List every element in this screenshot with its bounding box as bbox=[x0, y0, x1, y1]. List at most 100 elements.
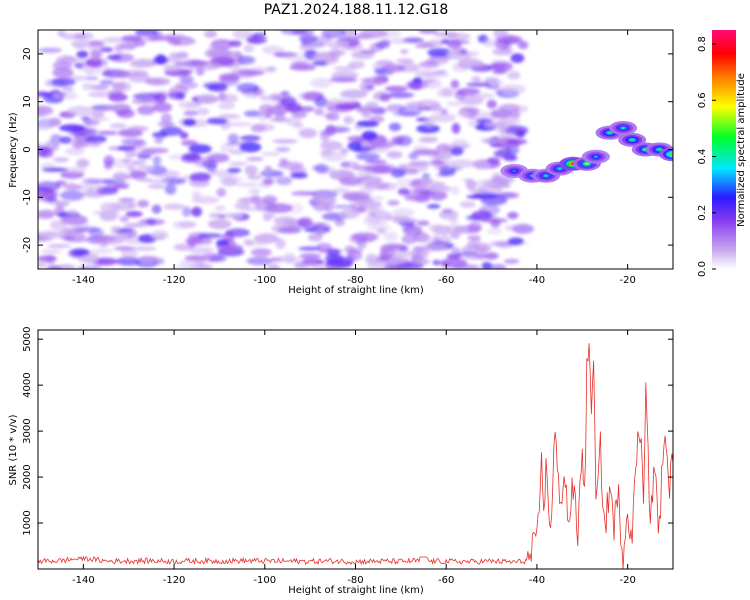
heatmap-noise-blob bbox=[440, 108, 448, 115]
heatmap-noise-blob bbox=[135, 30, 158, 37]
heatmap-noise-blob bbox=[298, 246, 322, 251]
y-tick-label: 0 bbox=[22, 146, 33, 152]
heatmap-noise-blob bbox=[366, 224, 392, 231]
heatmap-noise-blob bbox=[297, 190, 306, 196]
heatmap-noise-blob bbox=[265, 203, 293, 214]
heatmap-noise-blob bbox=[229, 149, 247, 155]
heatmap-noise-blob bbox=[196, 107, 210, 116]
heatmap-noise-blob bbox=[75, 140, 89, 149]
heatmap-noise-blob bbox=[152, 30, 163, 37]
heatmap-noise-blob bbox=[465, 179, 476, 190]
heatmap-noise-blob bbox=[415, 259, 430, 265]
heatmap-noise-blob bbox=[356, 120, 379, 128]
heatmap-noise-blob bbox=[84, 57, 108, 68]
heatmap-noise-blob bbox=[400, 49, 409, 54]
heatmap-noise-blob bbox=[420, 177, 431, 186]
heatmap-noise-blob bbox=[190, 60, 210, 66]
heatmap-noise-blob bbox=[197, 93, 218, 105]
heatmap-noise-blob bbox=[181, 140, 198, 146]
heatmap-noise-blob bbox=[152, 155, 162, 166]
heatmap-noise-blob bbox=[472, 92, 495, 100]
y-tick-label: 20 bbox=[22, 48, 33, 61]
x-tick-label: -20 bbox=[619, 275, 635, 286]
heatmap-noise-blob bbox=[387, 92, 415, 99]
heatmap-noise-blob bbox=[347, 61, 366, 69]
heatmap-noise-blob bbox=[371, 78, 385, 86]
heatmap-noise-blob bbox=[240, 135, 261, 142]
x-tick-label: -80 bbox=[347, 575, 363, 586]
heatmap-noise-blob bbox=[262, 212, 275, 219]
heatmap-noise-blob bbox=[132, 246, 157, 251]
heatmap-noise-blob bbox=[216, 244, 244, 251]
heatmap-noise-blob bbox=[359, 49, 377, 54]
heatmap-noise-blob bbox=[324, 124, 337, 136]
heatmap-noise-blob bbox=[466, 194, 487, 199]
heatmap-noise-blob bbox=[237, 70, 265, 76]
heatmap-noise-blob bbox=[120, 248, 138, 260]
heatmap-noise-blob bbox=[436, 143, 451, 154]
heatmap-noise-blob bbox=[188, 174, 199, 182]
heatmap-noise-blob bbox=[364, 181, 390, 190]
heatmap-noise-blob bbox=[80, 116, 90, 121]
heatmap-noise-blob bbox=[217, 113, 241, 120]
heatmap-noise-blob bbox=[179, 75, 194, 84]
heatmap-noise-blob bbox=[451, 122, 461, 134]
x-tick-label: -40 bbox=[529, 275, 545, 286]
heatmap-noise-blob bbox=[285, 104, 303, 113]
heatmap-noise-blob bbox=[368, 205, 385, 213]
heatmap-noise-blob bbox=[336, 127, 346, 133]
heatmap-noise-blob bbox=[279, 96, 297, 107]
heatmap-noise-blob bbox=[201, 253, 224, 263]
x-tick-label: -40 bbox=[529, 575, 545, 586]
heatmap-noise-blob bbox=[367, 215, 382, 224]
heatmap-noise-blob bbox=[486, 99, 497, 109]
heatmap-noise-blob bbox=[298, 128, 317, 139]
heatmap-noise-blob bbox=[183, 110, 199, 116]
heatmap-noise-blob bbox=[225, 228, 250, 238]
heatmap-noise-blob bbox=[54, 205, 65, 216]
heatmap-noise-blob bbox=[261, 45, 284, 55]
heatmap-noise-blob bbox=[38, 47, 63, 54]
heatmap-noise-blob bbox=[321, 30, 346, 39]
x-tick-label: -100 bbox=[253, 575, 276, 586]
heatmap-noise-blob bbox=[174, 61, 192, 67]
heatmap-noise-blob bbox=[391, 249, 412, 258]
heatmap-ridge-cell bbox=[607, 131, 612, 134]
heatmap-noise-blob bbox=[163, 203, 185, 211]
heatmap-noise-blob bbox=[152, 170, 181, 179]
heatmap-noise-blob bbox=[366, 252, 376, 261]
snr-panel: -140 -120 -100 -80 -60 -40 -20 1000 2000 3000 400… bbox=[8, 326, 674, 596]
heatmap-noise-blob bbox=[89, 248, 114, 254]
heatmap-noise-blob bbox=[145, 77, 171, 86]
heatmap-noise-blob bbox=[65, 147, 85, 156]
heatmap-noise-blob bbox=[450, 247, 461, 254]
heatmap-noise-blob bbox=[177, 39, 197, 45]
heatmap-noise-blob bbox=[422, 243, 447, 252]
heatmap-ridge-cell bbox=[584, 162, 589, 165]
heatmap-noise-blob bbox=[349, 233, 367, 244]
heatmap-noise-blob bbox=[168, 91, 186, 100]
heatmap-noise-blob bbox=[449, 216, 459, 225]
heatmap-noise-blob bbox=[206, 117, 228, 125]
heatmap-noise-blob bbox=[99, 79, 115, 86]
heatmap-noise-blob bbox=[46, 197, 58, 203]
heatmap-noise-blob bbox=[356, 146, 377, 151]
heatmap-noise-blob bbox=[129, 170, 147, 180]
heatmap-noise-blob bbox=[273, 216, 297, 225]
heatmap-noise-blob bbox=[172, 220, 196, 229]
heatmap-noise-blob bbox=[219, 143, 234, 153]
heatmap-noise-blob bbox=[298, 91, 320, 101]
heatmap-noise-blob bbox=[122, 158, 131, 164]
heatmap-noise-blob bbox=[38, 145, 51, 156]
heatmap-noise-blob bbox=[85, 76, 99, 81]
heatmap-noise-blob bbox=[344, 245, 356, 254]
heatmap-noise-blob bbox=[40, 249, 62, 254]
heatmap-noise-blob bbox=[286, 203, 304, 214]
heatmap-noise-blob bbox=[108, 93, 128, 102]
heatmap-noise-blob bbox=[481, 218, 508, 223]
snr-y-ticks: 1000 2000 3000 4000 5000 bbox=[22, 326, 673, 536]
heatmap-noise-blob bbox=[446, 253, 461, 260]
heatmap-noise-blob bbox=[91, 110, 105, 118]
heatmap-noise-blob bbox=[76, 50, 89, 59]
